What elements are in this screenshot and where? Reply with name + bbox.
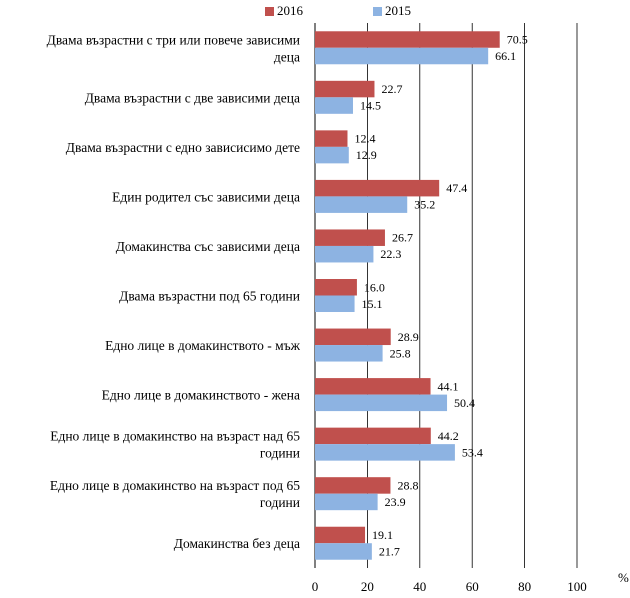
data-label-2016: 26.7 — [392, 231, 413, 245]
legend-label-2016: 2016 — [277, 3, 303, 18]
bar-2016 — [315, 378, 431, 395]
bar-2015 — [315, 47, 489, 65]
data-label-2015: 50.4 — [454, 396, 475, 410]
bar-2015 — [315, 345, 383, 362]
legend-swatch-2015 — [373, 6, 382, 16]
bar-2015 — [315, 543, 372, 560]
category-label: Едно лице в домакинството - жена — [102, 388, 300, 403]
category-label: Домакинства без деца — [174, 536, 300, 551]
bar-2015 — [315, 295, 355, 312]
data-label-2016: 12.4 — [354, 132, 375, 146]
data-label-2016: 47.4 — [446, 181, 467, 195]
bar-2015 — [315, 444, 455, 461]
category-label: години — [260, 446, 300, 461]
bar-2015 — [315, 146, 349, 164]
bar-2016 — [315, 229, 385, 246]
x-tick-label: 60 — [466, 579, 479, 594]
data-label-2016: 44.2 — [438, 429, 459, 443]
data-label-2015: 25.8 — [390, 346, 411, 360]
x-tick-label: 40 — [413, 579, 426, 594]
category-label: Двама възрастни с две зависими деца — [85, 90, 300, 105]
bar-2016 — [315, 179, 440, 197]
bar-2015 — [315, 493, 378, 511]
bar-2016 — [315, 526, 366, 544]
x-tick-label: 20 — [361, 579, 374, 594]
category-label: Едно лице в домакинството - мъж — [105, 338, 301, 353]
chart-legend: 2016 2015 — [0, 3, 630, 19]
data-label-2016: 22.7 — [381, 82, 402, 96]
category-label: Двама възрастни с едно зависисимо дете — [66, 140, 300, 155]
category-label: години — [260, 495, 300, 510]
x-tick-label: 0 — [312, 579, 319, 594]
data-label-2016: 16.0 — [364, 280, 385, 294]
bar-2016 — [315, 279, 357, 296]
bar-2016 — [315, 31, 500, 48]
category-label: деца — [274, 49, 300, 64]
x-tick-label: 80 — [518, 579, 531, 594]
bar-2015 — [315, 196, 408, 213]
bar-2016 — [315, 130, 348, 147]
legend-item-2015: 2015 — [373, 3, 411, 19]
data-label-2015: 12.9 — [356, 148, 377, 162]
data-label-2016: 19.1 — [372, 528, 393, 542]
data-label-2015: 15.1 — [362, 297, 383, 311]
bar-2016 — [315, 328, 391, 346]
bar-2016 — [315, 80, 375, 98]
data-label-2016: 28.9 — [398, 330, 419, 344]
category-label: Едно лице в домакинство на възраст над 6… — [50, 429, 300, 444]
data-label-2015: 53.4 — [462, 445, 483, 459]
category-label: Едно лице в домакинство на възраст под 6… — [50, 478, 300, 493]
data-label-2015: 14.5 — [360, 99, 381, 113]
x-axis-unit: % — [618, 570, 629, 585]
category-label: Двама възрастни под 65 години — [119, 289, 300, 304]
data-label-2015: 35.2 — [414, 198, 435, 212]
category-label: Един родител със зависими деца — [112, 189, 300, 204]
data-label-2016: 70.5 — [507, 33, 528, 47]
legend-swatch-2016 — [265, 6, 274, 16]
legend-item-2016: 2016 — [265, 3, 303, 19]
data-label-2015: 66.1 — [495, 49, 516, 63]
data-label-2016: 28.8 — [397, 478, 418, 492]
data-label-2015: 22.3 — [380, 247, 401, 261]
bar-2016 — [315, 477, 391, 494]
category-label: Домакинства със зависими деца — [116, 239, 300, 254]
x-tick-label: 100 — [567, 579, 587, 594]
bar-2016 — [315, 427, 431, 445]
data-label-2015: 23.9 — [385, 495, 406, 509]
category-label: Двама възрастни с три или повече зависим… — [47, 32, 300, 47]
bar-2015 — [315, 97, 353, 114]
legend-label-2015: 2015 — [385, 3, 411, 18]
bar-2015 — [315, 245, 374, 263]
data-label-2016: 44.1 — [438, 379, 459, 393]
bar-2015 — [315, 394, 448, 412]
data-label-2015: 21.7 — [379, 544, 400, 558]
